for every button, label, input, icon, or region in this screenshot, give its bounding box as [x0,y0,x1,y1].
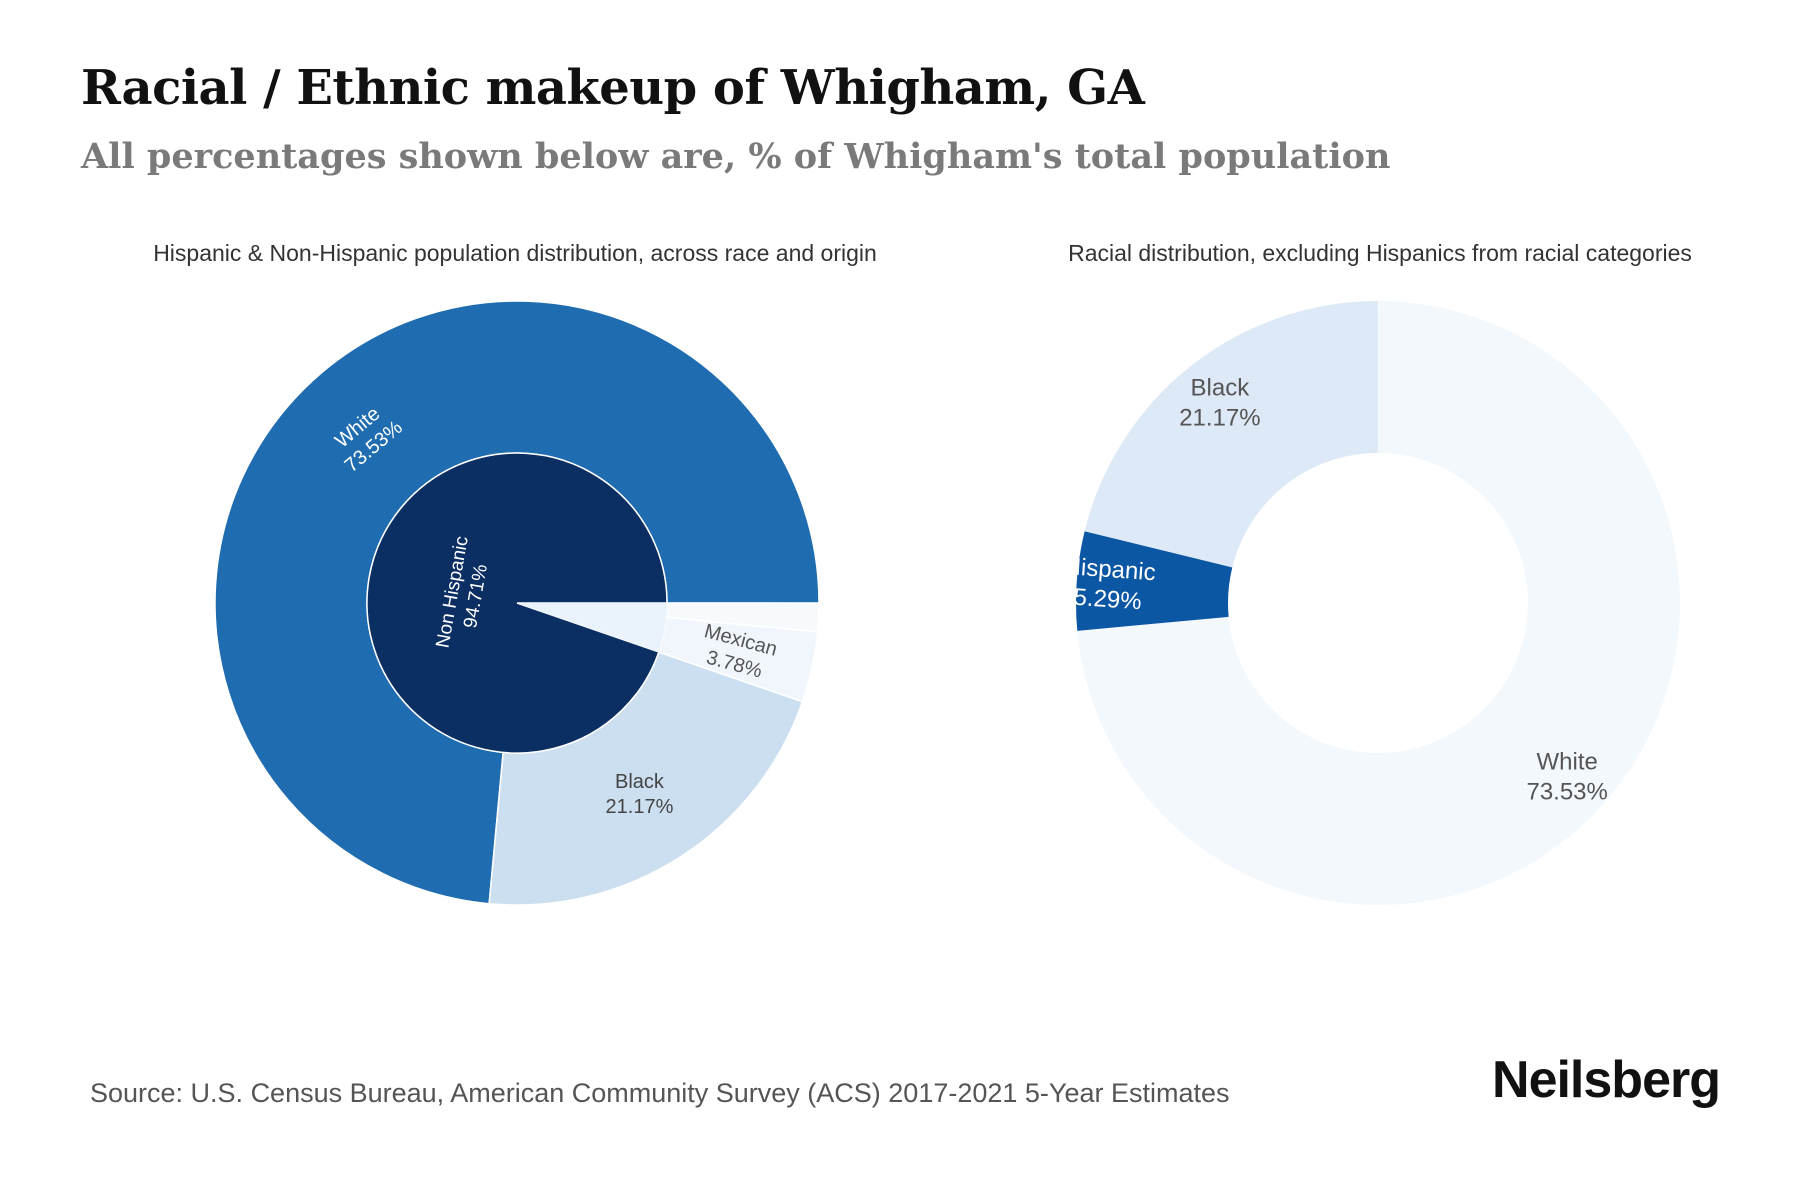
donut-slice-black [1084,301,1378,568]
sunburst-chart: White73.53%Black 21.17%Mexican3.78%Non Hi… [214,300,820,906]
brand-logo: Neilsberg [1492,1051,1721,1109]
chart-1-title: Hispanic & Non-Hispanic population distr… [153,240,877,266]
inner-slice-unlabeled-1 [517,603,667,652]
outer-label-black: Black 21.17% [606,771,674,818]
donut-label-white: White 73.53% [1526,748,1607,805]
chart-2-title: Racial distribution, excluding Hispanics… [1068,240,1692,266]
source-note: Source: U.S. Census Bureau, American Com… [90,1078,1230,1108]
donut-slice-hispanic [1076,531,1233,631]
donut-chart: White 73.53% Hispanic5.29% Black 21.17% [1061,301,1681,905]
donut-slice-white [1077,301,1681,905]
donut-label-hispanic: Hispanic5.29% [1061,553,1157,616]
inner-slice-non-hispanic [366,452,668,754]
donut-label-black: Black 21.17% [1179,375,1260,432]
page-subtitle: All percentages shown below are, % of Wh… [81,136,1391,177]
page-title: Racial / Ethnic makeup of Whigham, GA [81,60,1145,116]
